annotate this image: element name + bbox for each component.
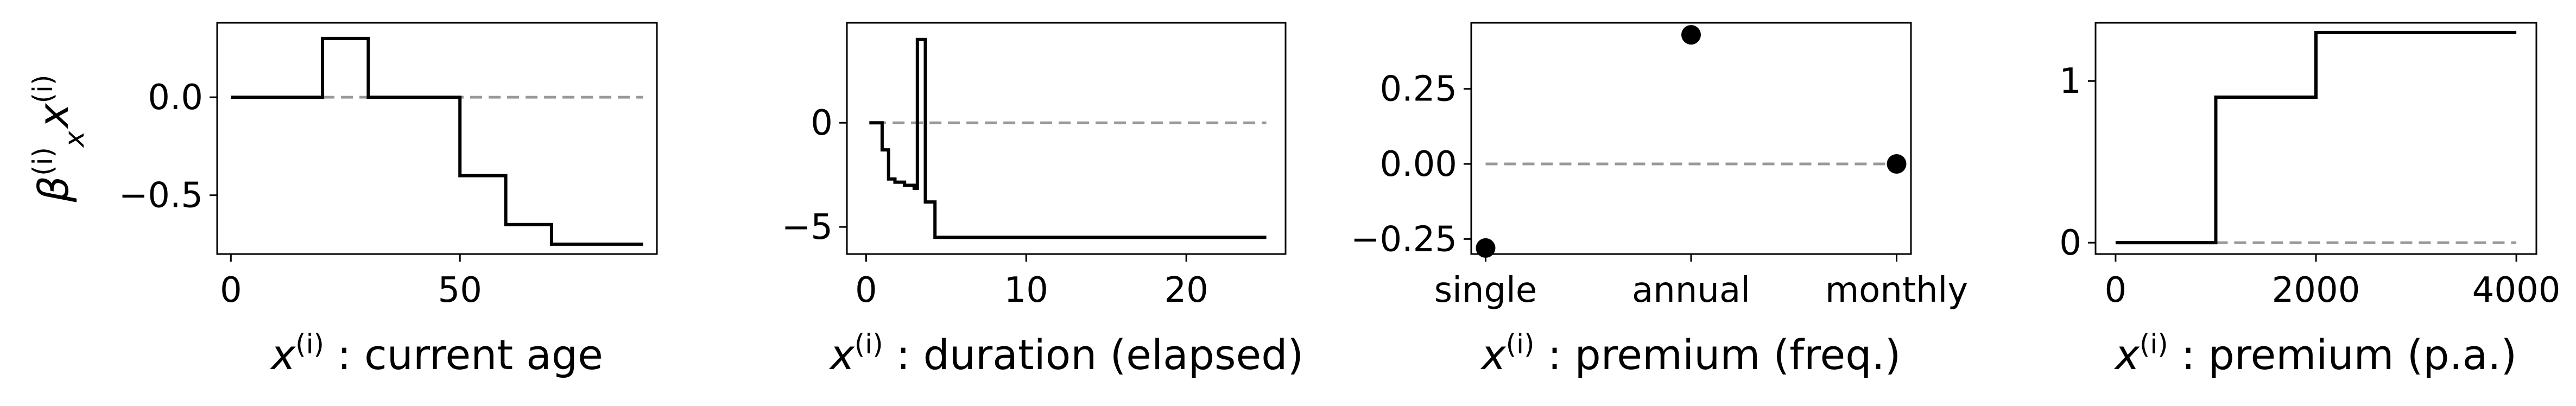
x-axis-label: x(i) : current age (270, 328, 603, 379)
plot-frame (216, 22, 658, 255)
step-series-line (2115, 30, 2517, 245)
y-tick-label: −0.25 (1351, 219, 1457, 259)
subplot-premium-pa: 0 2000 4000 1 0 x(i) : premium (p.a.) (2059, 22, 2561, 379)
data-layer (231, 36, 643, 246)
step-series-line (869, 37, 1267, 239)
y-tick-label: 0.25 (1380, 69, 1458, 110)
x-tick-label: 0 (220, 270, 242, 310)
x-axis-label: x(i) : premium (freq.) (1480, 328, 1901, 379)
data-point-single (1476, 238, 1496, 258)
y-tick-label: 0 (811, 103, 833, 143)
x-tick-label: 50 (438, 270, 482, 310)
tick-layer: single annual monthly 0.25 0.00 −0.25 (1351, 69, 1968, 310)
tick-layer: 0 50 0.0 −0.5 (119, 78, 482, 310)
data-layer (869, 37, 1267, 239)
y-axis-label: β(i)xx(i) (27, 75, 90, 203)
x-tick-label: annual (1632, 270, 1750, 310)
y-tick-label: 0.00 (1380, 144, 1458, 185)
x-tick-label: 10 (1004, 270, 1048, 310)
y-tick-label: −5 (782, 207, 833, 248)
x-tick-label: single (1434, 270, 1537, 310)
plot-frame (1470, 22, 1912, 255)
x-tick-label: monthly (1825, 270, 1968, 310)
y-tick-label: −0.5 (119, 176, 203, 216)
x-axis-label: x(i) : premium (p.a.) (2114, 328, 2517, 379)
tick-layer: 0 2000 4000 1 0 (2059, 61, 2560, 310)
y-tick-label: 1 (2059, 61, 2081, 101)
subplot-premium-frequency: single annual monthly 0.25 0.00 −0.25 x(i) : … (1351, 22, 1968, 379)
data-layer (1476, 25, 1907, 258)
x-tick-label: 4000 (2472, 270, 2561, 310)
x-tick-label: 2000 (2272, 270, 2360, 310)
tick-layer: 0 10 20 0 −5 (782, 103, 1208, 310)
data-layer (2115, 30, 2517, 245)
x-tick-label: 0 (2105, 270, 2127, 310)
y-tick-label: 0.0 (148, 78, 203, 118)
plot-frame (846, 22, 1287, 255)
data-point-annual (1681, 25, 1701, 45)
subplot-current-age: 0 50 0.0 −0.5 x(i) : current age β(i)xx(i) (27, 22, 658, 379)
step-series-line (231, 36, 643, 246)
x-axis-label: x(i) : duration (elapsed) (829, 328, 1303, 379)
y-tick-label: 0 (2059, 223, 2081, 263)
data-point-monthly (1887, 154, 1907, 174)
subplot-duration-elapsed: 0 10 20 0 −5 x(i) : duration (elapsed) (782, 22, 1303, 379)
x-tick-label: 0 (855, 270, 877, 310)
x-tick-label: 20 (1164, 270, 1208, 310)
